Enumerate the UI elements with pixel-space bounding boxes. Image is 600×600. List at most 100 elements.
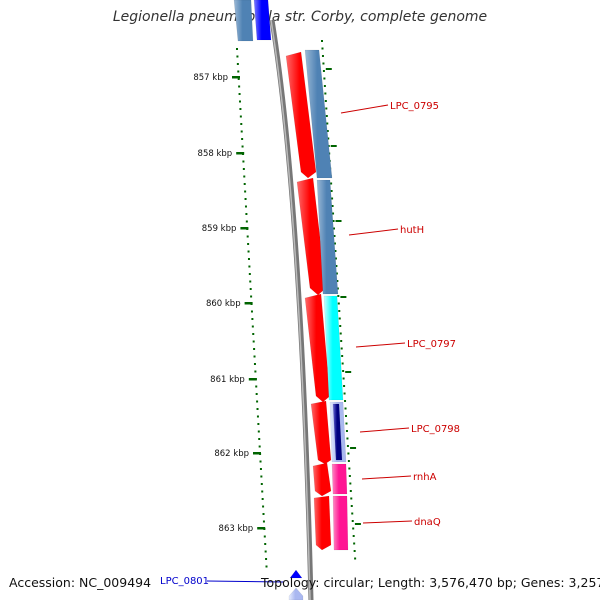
minor-tick [321,47,324,50]
minor-tick [353,542,356,545]
minor-tick [236,63,239,65]
gene-block-huth [316,179,339,295]
minor-tick [241,145,244,148]
minor-tick [250,295,253,298]
major-tick [248,378,257,381]
tick-label: 857 kbp [193,73,228,83]
major-tick [257,527,266,530]
minor-tick [336,280,339,282]
gene-block-red [310,400,332,465]
minor-tick [249,280,252,283]
minor-tick [240,130,243,133]
minor-tick [327,137,330,140]
minor-tick [352,527,355,530]
gene-arrow-lpc0801 [289,569,303,579]
minor-tick [354,557,357,560]
topology-text: Topology: circular; Length: 3,576,470 bp… [261,575,600,590]
minor-tick [258,445,261,448]
gene-block-red [296,177,327,296]
minor-tick [324,92,327,95]
minor-tick [324,100,327,102]
minor-tick [255,385,258,388]
minor-tick [245,213,248,215]
gene-label: rnhA [413,472,437,483]
minor-tick [237,70,240,73]
minor-tick [349,482,352,485]
minor-tick [248,273,251,275]
minor-tick [244,190,247,193]
minor-tick [255,393,258,395]
minor-tick [339,332,342,335]
medium-tick [340,296,347,298]
tick-label: 859 kbp [202,224,237,234]
minor-tick [236,48,238,50]
minor-tick [340,347,343,350]
features-layer [233,0,349,600]
minor-tick [335,265,338,267]
minor-tick [333,227,335,230]
minor-tick [337,295,340,297]
minor-tick [247,258,250,260]
minor-tick [256,415,259,418]
minor-tick [237,78,240,80]
gene-block-red [285,51,317,179]
major-tick [232,76,240,79]
minor-tick [248,265,251,268]
gene-label: LPC_0798 [411,424,460,435]
accession-text: Accession: NC_009494 [9,575,152,590]
gene-block-lpc0801 [288,587,304,600]
map-title: Legionella pneumophila str. Corby, compl… [112,9,488,25]
minor-tick [339,325,342,327]
gene-label-leader [348,228,399,236]
minor-tick [341,362,344,365]
minor-tick [257,423,260,425]
gene-label: LPC_0795 [390,101,439,112]
medium-tick [330,145,337,147]
minor-tick [247,250,250,253]
minor-tick [331,205,334,207]
medium-tick [350,447,357,449]
minor-tick [351,512,354,515]
minor-tick [239,115,242,118]
minor-tick [243,175,246,178]
minor-tick [342,370,345,372]
minor-tick [350,505,353,507]
labels-layer: LPC_0795 hutH LPC_0797 LPC_0798 rnhA dnaQ LPC_… [160,101,460,587]
minor-tick [330,182,333,185]
minor-tick [331,197,334,200]
minor-tick [338,310,341,312]
minor-tick [242,160,245,163]
minor-tick [325,107,328,110]
minor-tick [249,288,252,290]
minor-tick [321,40,323,42]
gene-label-leader [355,342,406,348]
minor-tick [241,138,244,140]
minor-tick [340,340,343,342]
minor-tick [251,318,254,320]
minor-tick [244,205,247,208]
minor-tick [350,497,353,500]
minor-tick [264,550,267,553]
minor-tick [322,62,325,65]
minor-tick [332,220,335,222]
gene-label-leader [361,475,412,480]
major-tick [253,452,261,455]
minor-tick [247,243,250,245]
minor-tick [335,272,338,275]
minor-tick [239,108,242,110]
minor-tick [262,513,265,515]
minor-tick [346,437,349,440]
minor-tick [265,565,268,568]
tick-label: 858 kbp [198,149,233,159]
tick-label: 861 kbp [210,375,245,385]
minor-tick [332,212,335,215]
medium-tick [345,371,352,373]
minor-tick [265,558,268,560]
minor-tick [326,122,329,125]
gene-block-lpc0797 [323,295,344,401]
medium-tick [325,68,332,70]
medium-tick [335,220,342,222]
minor-tick [341,355,344,357]
minor-tick [344,407,347,410]
minor-tick [326,130,329,132]
